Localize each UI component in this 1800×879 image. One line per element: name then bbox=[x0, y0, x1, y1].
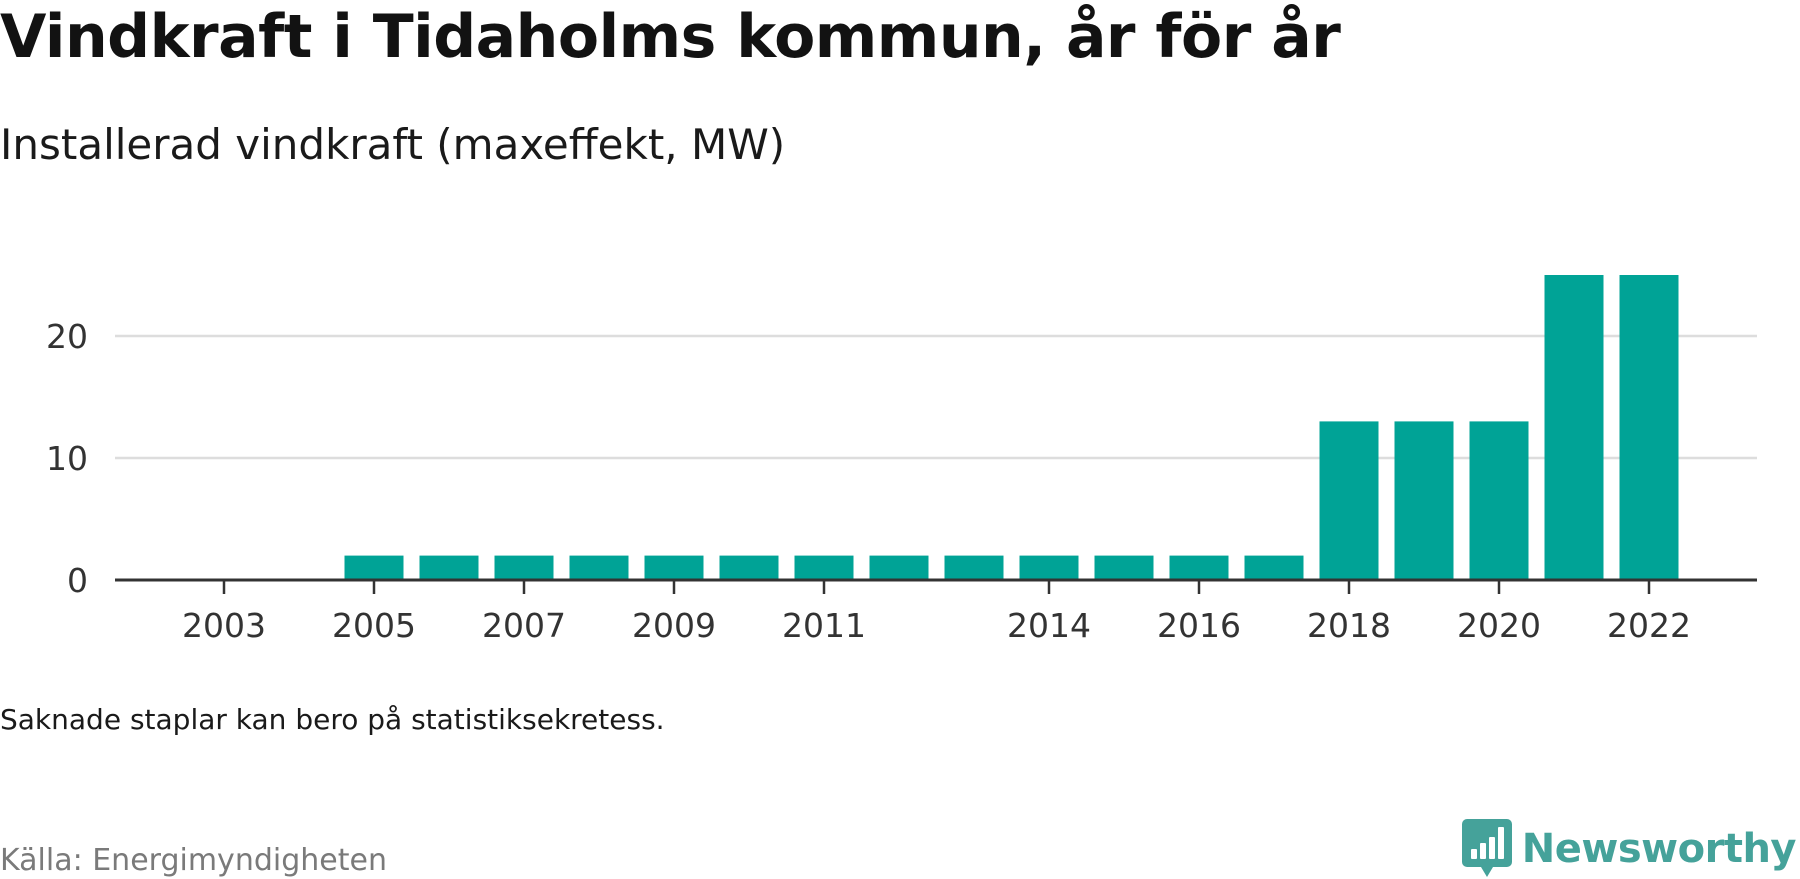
bar bbox=[1094, 555, 1154, 580]
bar bbox=[1619, 275, 1679, 580]
x-tick-label: 2014 bbox=[1007, 606, 1091, 645]
bar bbox=[1469, 421, 1529, 580]
x-tick-label: 2005 bbox=[332, 606, 416, 645]
bar bbox=[344, 555, 404, 580]
bar bbox=[494, 555, 554, 580]
bar-chart: 2003 2005 2007 2009 2011 2014 2016 2018 2020 2022… bbox=[46, 275, 1757, 645]
chart-title: Vindkraft i Tidaholms kommun, år för år bbox=[0, 2, 1341, 72]
brand-name: Newsworthy bbox=[1521, 826, 1797, 872]
bar bbox=[719, 555, 779, 580]
source-credit: Källa: Energimyndigheten bbox=[0, 843, 387, 878]
brand-logo: Newsworthy bbox=[1461, 819, 1797, 879]
bar bbox=[869, 555, 929, 580]
x-tick-label: 2020 bbox=[1457, 606, 1541, 645]
bar bbox=[1394, 421, 1454, 580]
x-tick-label: 2011 bbox=[782, 606, 866, 645]
x-tick-label: 2016 bbox=[1157, 606, 1241, 645]
bar bbox=[1244, 555, 1304, 580]
y-axis: 0 10 20 bbox=[46, 317, 88, 600]
x-tick-label: 2018 bbox=[1307, 606, 1391, 645]
y-tick-label: 0 bbox=[67, 561, 88, 600]
bar bbox=[569, 555, 629, 580]
chart-subtitle: Installerad vindkraft (maxeffekt, MW) bbox=[0, 120, 786, 169]
bar bbox=[1544, 275, 1604, 580]
bar bbox=[944, 555, 1004, 580]
x-tick-label: 2007 bbox=[482, 606, 566, 645]
x-axis: 2003 2005 2007 2009 2011 2014 2016 2018 2020 2022 bbox=[115, 578, 1757, 645]
bar bbox=[1319, 421, 1379, 580]
bar bbox=[1019, 555, 1079, 580]
y-tick-label: 10 bbox=[46, 439, 88, 478]
y-tick-label: 20 bbox=[46, 317, 88, 356]
bar bbox=[794, 555, 854, 580]
newsworthy-logo-icon bbox=[1461, 819, 1512, 877]
footnote: Saknade staplar kan bero på statistiksek… bbox=[0, 703, 665, 736]
bar bbox=[1169, 555, 1229, 580]
bar bbox=[644, 555, 704, 580]
x-tick-label: 2022 bbox=[1607, 606, 1691, 645]
x-tick-label: 2003 bbox=[182, 606, 266, 645]
bar bbox=[419, 555, 479, 580]
x-tick-label: 2009 bbox=[632, 606, 716, 645]
bars bbox=[344, 275, 1679, 580]
